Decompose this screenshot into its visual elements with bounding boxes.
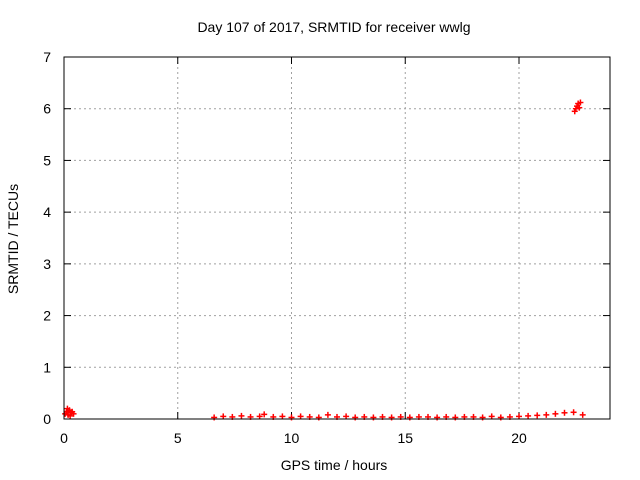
data-point xyxy=(315,414,322,421)
grid-lines xyxy=(64,57,610,419)
data-point xyxy=(279,413,286,420)
x-axis-label: GPS time / hours xyxy=(281,457,388,473)
y-tick-label: 4 xyxy=(43,204,51,220)
data-point xyxy=(552,410,559,417)
data-point xyxy=(406,414,413,421)
data-point xyxy=(479,414,486,421)
y-axis-label: SRMTID / TECUs xyxy=(5,184,21,294)
data-point xyxy=(543,411,550,418)
data-point xyxy=(288,414,295,421)
data-point xyxy=(576,104,583,111)
data-point xyxy=(370,414,377,421)
data-point xyxy=(343,413,350,420)
plot-frame xyxy=(63,56,611,420)
y-tick-label: 7 xyxy=(43,49,51,65)
data-point xyxy=(352,414,359,421)
x-tick-label: 0 xyxy=(60,430,68,446)
y-tick-label: 0 xyxy=(43,411,51,427)
data-point xyxy=(388,414,395,421)
y-tick-label: 6 xyxy=(43,101,51,117)
data-point xyxy=(67,412,74,419)
data-points xyxy=(62,99,586,421)
data-point xyxy=(238,412,245,419)
data-point xyxy=(220,413,227,420)
data-point xyxy=(570,409,577,416)
data-point xyxy=(488,413,495,420)
data-point xyxy=(561,409,568,416)
data-point xyxy=(261,411,268,418)
data-point xyxy=(64,405,71,412)
data-point xyxy=(434,414,441,421)
chart-title: Day 107 of 2017, SRMTID for receiver wwl… xyxy=(197,19,470,35)
axis-ticks xyxy=(63,56,610,420)
data-point xyxy=(297,413,304,420)
data-point xyxy=(516,413,522,420)
y-tick-label: 5 xyxy=(43,152,51,168)
x-tick-label: 20 xyxy=(511,430,527,446)
x-tick-label: 15 xyxy=(397,430,413,446)
x-tick-label: 5 xyxy=(174,430,182,446)
data-point xyxy=(324,411,331,418)
y-tick-label: 1 xyxy=(43,359,51,375)
data-point xyxy=(579,411,586,418)
x-tick-label: 10 xyxy=(284,430,300,446)
data-point xyxy=(525,412,532,419)
y-tick-labels: 0 1 2 3 4 5 6 7 xyxy=(43,49,51,427)
data-point xyxy=(452,414,459,421)
x-tick-labels: 0 5 10 15 20 xyxy=(60,430,527,446)
data-point xyxy=(534,412,541,419)
y-tick-label: 2 xyxy=(43,308,51,324)
data-point xyxy=(577,99,584,106)
data-point xyxy=(68,409,75,416)
data-point xyxy=(497,414,504,421)
data-point xyxy=(211,414,218,421)
data-point xyxy=(256,413,263,420)
y-tick-label: 3 xyxy=(43,256,51,272)
